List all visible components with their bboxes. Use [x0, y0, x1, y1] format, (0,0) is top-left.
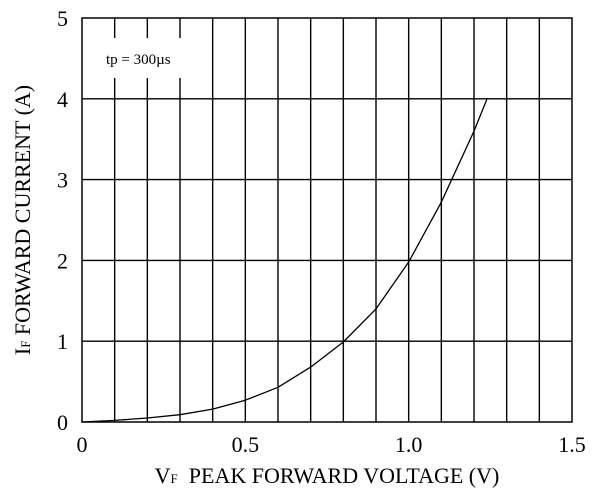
y-axis-title-main: I — [10, 348, 35, 355]
x-axis-title-main: V — [155, 463, 171, 488]
y-axis-title: IF FORWARD CURRENT (A) — [10, 85, 35, 355]
y-axis-title-subscript: F — [18, 341, 33, 348]
x-tick-label: 1.5 — [558, 432, 586, 457]
pulse-width-annotation: tp = 300µs — [106, 52, 171, 68]
plot-background — [82, 18, 572, 422]
x-axis-title-rest: PEAK FORWARD VOLTAGE (V) — [178, 463, 500, 488]
forward-current-curve — [81, 98, 488, 423]
y-tick-label: 1 — [57, 329, 68, 354]
annotation-box — [97, 38, 201, 78]
y-tick-label: 4 — [57, 87, 68, 112]
series-layer — [81, 98, 488, 423]
grid-lines — [82, 18, 572, 422]
x-axis-title: VF PEAK FORWARD VOLTAGE (V) — [155, 463, 500, 488]
x-tick-label: 0.5 — [232, 432, 260, 457]
y-tick-label: 2 — [57, 248, 68, 273]
plot-frame — [81, 17, 573, 423]
y-tick-label: 5 — [57, 6, 68, 31]
y-tick-label: 3 — [57, 168, 68, 193]
x-axis-title-subscript: F — [171, 471, 178, 486]
tick-labels: 0 0.5 1.0 1.5 0 1 2 3 4 5 — [57, 6, 586, 457]
x-tick-label: 1.0 — [395, 432, 423, 457]
x-tick-label: 0 — [77, 432, 88, 457]
y-axis-title-rest: FORWARD CURRENT (A) — [10, 85, 35, 341]
y-tick-label: 0 — [57, 410, 68, 435]
